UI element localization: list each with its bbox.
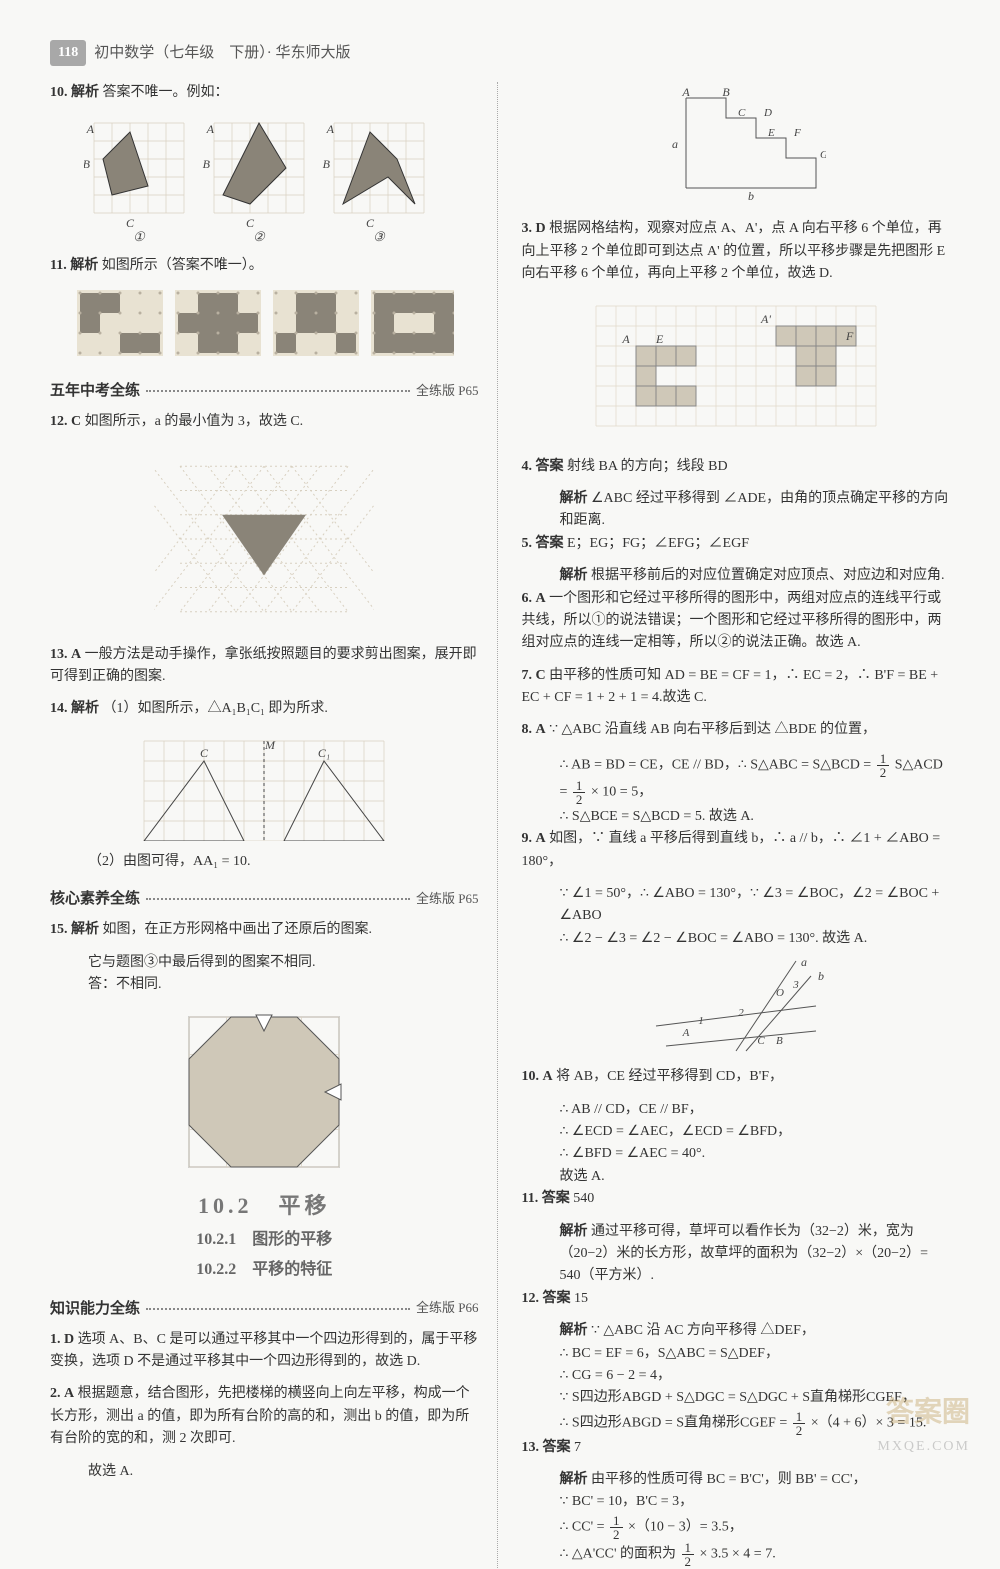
svg-text:A: A [206, 122, 215, 136]
figure-stairs: A BC DE F Ga b [522, 88, 951, 208]
section-core: 核心素养全练 全练版 P65 [50, 887, 479, 911]
figure-9r: ab O3 1 2 A CB [522, 956, 951, 1056]
svg-text:C: C [126, 216, 135, 230]
svg-text:A: A [621, 332, 630, 346]
svg-text:1: 1 [698, 1015, 704, 1027]
problem-13: 13. A 一般方法是动手操作，拿张纸按照题目的要求剪出图案，展开即可得到正确的… [50, 644, 479, 689]
problem-12r: 12. 答案 15 [522, 1288, 951, 1310]
problem-12: 12. C 如图所示，a 的最小值为 3，故选 C. [50, 411, 479, 433]
problem-9r: 9. A 如图，∵ 直线 a 平移后得到直线 b，∴ a // b，∴ ∠1 +… [522, 828, 951, 873]
page-number-badge: 118 [50, 40, 86, 66]
left-column: 10. 解析 答案不唯一。例如： ABC①ABC②ABC③ 11. 解析 如图所… [50, 82, 498, 1567]
problem-4r: 4. 答案 射线 BA 的方向；线段 BD [522, 456, 951, 478]
svg-text:③: ③ [373, 229, 386, 244]
svg-text:A: A [86, 122, 95, 136]
svg-text:a: a [801, 956, 807, 969]
figure-14: MAB(B₁)CC₁A₁ [50, 731, 479, 841]
page-header: 118 初中数学（七年级 下册）· 华东师大版 [50, 40, 950, 66]
problem-11: 11. 解析 如图所示（答案不唯一）。 [50, 255, 479, 277]
svg-text:F: F [793, 127, 801, 139]
right-column: ABCDEFGab 3. D 根据网格结构，观察对应点 A、A'，点 A 向右平… [522, 82, 951, 1567]
figure-3r: E A F A' [522, 296, 951, 446]
svg-text:B: B [203, 157, 211, 171]
svg-text:b: b [748, 189, 754, 203]
figure-15 [50, 1002, 479, 1172]
svg-text:A: A [326, 122, 335, 136]
svg-text:O: O [776, 987, 784, 999]
svg-text:C: C [200, 746, 209, 760]
svg-text:B: B [84, 157, 91, 171]
svg-text:②: ② [253, 229, 266, 244]
svg-text:①: ① [133, 229, 146, 244]
problem-14: 14. 解析 （1）如图所示，△A₁B₁C₁ 即为所求. [50, 698, 479, 720]
svg-text:C: C [738, 107, 746, 119]
problem-8r: 8. A ∵ △ABC 沿直线 AB 向右平移后到达 △BDE 的位置， [522, 719, 951, 741]
problem-6r: 6. A 一个图形和它经过平移所得的图形中，两组对应点的连线平行或共线，所以①的… [522, 588, 951, 655]
svg-text:E: E [767, 127, 775, 139]
svg-text:A': A' [760, 312, 771, 326]
figure-10: ABC①ABC②ABC③ [50, 115, 479, 245]
watermark: 答案圈 MXQE.COM [877, 1391, 970, 1458]
problem-11r: 11. 答案 540 [522, 1188, 951, 1210]
svg-text:E: E [655, 332, 664, 346]
svg-text:C: C [246, 216, 255, 230]
svg-text:F: F [845, 329, 854, 343]
svg-text:M: M [264, 738, 276, 752]
problem-7r: 7. C 由平移的性质可知 AD = BE = CF = 1，∴ EC = 2，… [522, 665, 951, 710]
page-title: 初中数学（七年级 下册）· 华东师大版 [94, 41, 350, 65]
svg-text:a: a [672, 137, 678, 151]
svg-text:D: D [763, 107, 772, 119]
svg-text:A: A [681, 88, 690, 99]
section-knowledge: 知识能力全练 全练版 P66 [50, 1297, 479, 1321]
problem-1: 1. D 选项 A、B、C 是可以通过平移其中一个四边形得到的，属于平移变换，选… [50, 1329, 479, 1374]
problem-5r: 5. 答案 E；EG；FG；∠EFG；∠EGF [522, 533, 951, 555]
figure-11 [50, 287, 479, 365]
svg-text:B: B [722, 88, 730, 99]
problem-10r: 10. A 将 AB，CE 经过平移得到 CD，B'F， [522, 1066, 951, 1088]
problem-3r: 3. D 根据网格结构，观察对应点 A、A'，点 A 向右平移 6 个单位，再向… [522, 218, 951, 285]
svg-text:C₁: C₁ [318, 746, 330, 760]
svg-text:A: A [681, 1027, 689, 1039]
svg-text:b: b [818, 969, 824, 983]
svg-text:3: 3 [792, 979, 799, 991]
svg-text:G: G [820, 149, 826, 161]
problem-10: 10. 解析 答案不唯一。例如： [50, 82, 479, 104]
svg-text:B: B [323, 157, 331, 171]
chapter-heading: 10.2 平移 10.2.1 图形的平移 10.2.2 平移的特征 [50, 1188, 479, 1282]
svg-text:2: 2 [738, 1007, 744, 1019]
svg-text:C: C [366, 216, 375, 230]
two-column-layout: 10. 解析 答案不唯一。例如： ABC①ABC②ABC③ 11. 解析 如图所… [50, 82, 950, 1567]
section-five-year: 五年中考全练 全练版 P65 [50, 379, 479, 403]
svg-text:B: B [776, 1035, 783, 1047]
problem-15: 15. 解析 如图，在正方形网格中画出了还原后的图案. [50, 919, 479, 941]
figure-12 [50, 444, 479, 634]
svg-text:C: C [757, 1035, 765, 1047]
problem-14-line2: （2）由图可得，AA₁ = 10. [50, 851, 479, 873]
problem-2: 2. A 根据题意，结合图形，先把楼梯的横竖向上向左平移，构成一个长方形，测出 … [50, 1383, 479, 1450]
